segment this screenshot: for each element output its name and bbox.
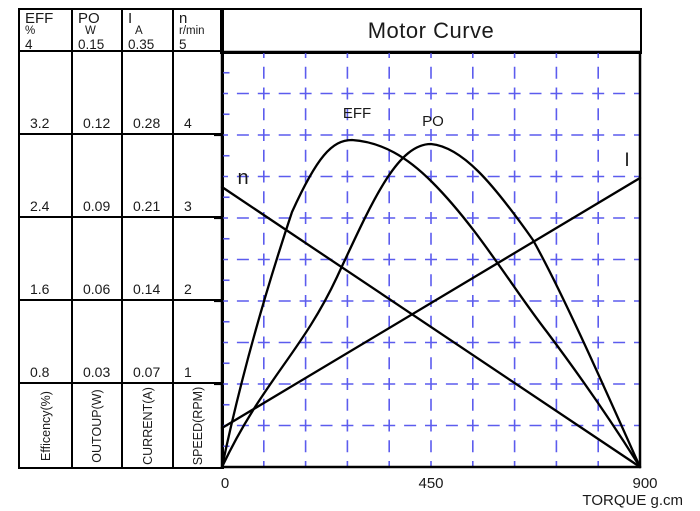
plot-border — [220, 50, 642, 469]
footer-label-efficiency: Efficency(%) — [38, 390, 53, 461]
parameter-table: EFF % 4 PO W 0.15 I A 0.35 n r/min 5 3.2… — [18, 8, 224, 469]
axis-unit-current: A — [135, 25, 143, 38]
table-cell-eff-4: 3.2 — [20, 52, 73, 135]
axis-unit-speed: r/min — [179, 25, 205, 38]
footer-label-output: OUTOUP(W) — [90, 388, 104, 463]
table-cell-eff-1: 0.8 — [20, 301, 73, 384]
i-curve-label: I — [624, 150, 629, 171]
axis-unit-eff: % — [25, 25, 36, 38]
table-cell-speed-3: 3 — [174, 135, 222, 218]
table-cell-current-3: 0.21 — [123, 135, 174, 218]
footer-label-current: CURRENT(A) — [140, 386, 155, 465]
table-cell-po-4: 0.12 — [73, 52, 123, 135]
x-tick-450: 450 — [418, 475, 443, 492]
table-cell-eff-3: 2.4 — [20, 135, 73, 218]
table-header-current: I A 0.35 — [123, 10, 174, 52]
table-header-speed: n r/min 5 — [174, 10, 222, 52]
table-header-po: PO W 0.15 — [73, 10, 123, 52]
table-cell-po-3: 0.09 — [73, 135, 123, 218]
table-cell-po-1: 0.03 — [73, 301, 123, 384]
table-footer-efficiency: Efficency(%) — [20, 384, 73, 467]
n-curve-label: n — [237, 167, 248, 189]
axis-max-speed: 5 — [179, 37, 187, 53]
y-axis-major-ticks — [214, 133, 222, 386]
table-cell-current-1: 0.07 — [123, 301, 174, 384]
table-cell-speed-2: 2 — [174, 218, 222, 301]
po-curve-label: PO — [422, 113, 444, 130]
po-curve — [220, 142, 642, 469]
table-cell-speed-1: 1 — [174, 301, 222, 384]
table-cell-eff-2: 1.6 — [20, 218, 73, 301]
table-cell-speed-4: 4 — [174, 52, 222, 135]
axis-name-speed: n — [179, 10, 188, 27]
axis-name-current: I — [128, 10, 133, 27]
eff-curve — [220, 138, 642, 469]
axis-name-eff: EFF — [25, 10, 54, 27]
table-cell-po-2: 0.06 — [73, 218, 123, 301]
axis-max-current: 0.35 — [128, 37, 155, 53]
axis-max-eff: 4 — [25, 37, 33, 53]
table-footer-output: OUTOUP(W) — [73, 384, 123, 467]
x-tick-0: 0 — [221, 475, 229, 492]
axis-unit-po: W — [85, 25, 96, 38]
grid-horizontal-lines — [222, 92, 640, 427]
footer-label-speed: SPEED(RPM) — [191, 386, 205, 465]
table-header-eff: EFF % 4 — [20, 10, 73, 52]
axis-max-po: 0.15 — [78, 37, 105, 53]
table-footer-current: CURRENT(A) — [123, 384, 174, 467]
x-tick-900: 900 — [632, 475, 657, 492]
n-curve — [220, 185, 642, 469]
eff-curve-label: EFF — [343, 105, 371, 122]
i-curve — [220, 176, 642, 430]
table-cell-current-4: 0.28 — [123, 52, 174, 135]
chart-title: Motor Curve — [367, 18, 495, 43]
x-axis-title: TORQUE g.cm — [582, 492, 683, 509]
axis-name-po: PO — [78, 10, 100, 27]
table-cell-current-2: 0.14 — [123, 218, 174, 301]
motor-curve-chart: EFF PO n I 0 450 900 TORQUE g.cm — [214, 50, 683, 509]
